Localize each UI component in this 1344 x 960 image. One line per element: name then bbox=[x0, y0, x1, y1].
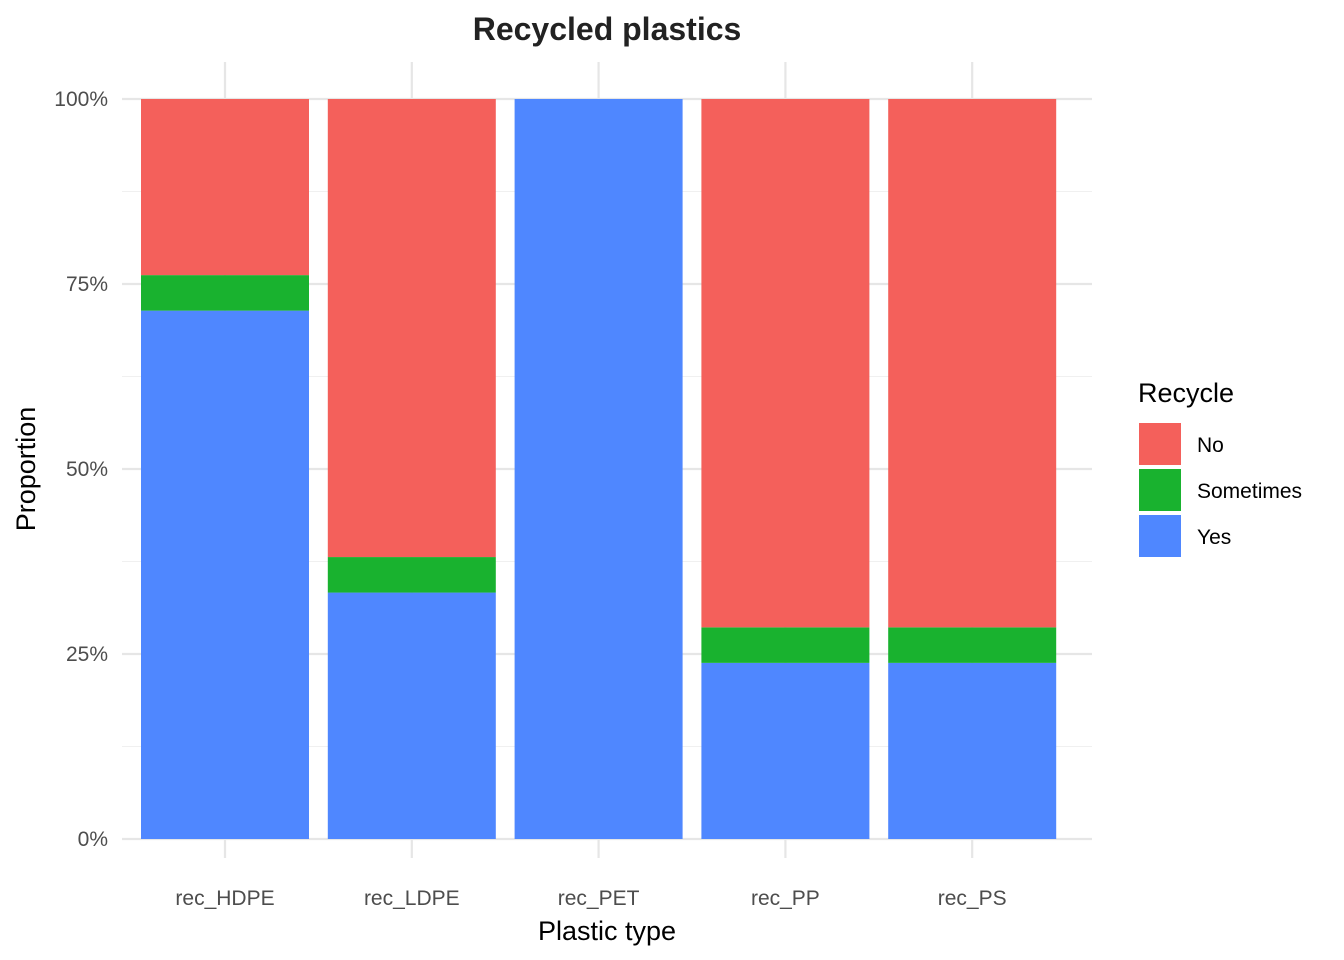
bar-rec_PS-no bbox=[888, 99, 1057, 628]
y-axis-ticks: 0% 25% 50% 75% 100% bbox=[54, 88, 108, 851]
legend-label-sometimes: Sometimes bbox=[1197, 480, 1302, 503]
x-tick-label: rec_PET bbox=[558, 887, 640, 910]
bar-rec_PP-no bbox=[701, 99, 870, 628]
chart-title: Recycled plastics bbox=[473, 11, 742, 47]
x-tick-label: rec_HDPE bbox=[175, 887, 274, 910]
bar-rec_PS-sometimes bbox=[888, 627, 1057, 663]
x-axis-title: Plastic type bbox=[538, 916, 676, 946]
y-tick-label: 75% bbox=[66, 273, 108, 296]
bar-rec_HDPE-yes bbox=[141, 310, 309, 839]
bar-rec_PP-yes bbox=[701, 662, 870, 839]
bar-rec_HDPE-sometimes bbox=[141, 275, 309, 311]
x-tick-label: rec_PP bbox=[751, 887, 820, 910]
bar-rec_LDPE-yes bbox=[327, 592, 496, 839]
legend: Recycle No Sometimes Yes bbox=[1138, 378, 1302, 557]
legend-key-yes bbox=[1139, 515, 1181, 557]
legend-key-sometimes bbox=[1139, 469, 1181, 511]
bar-rec_HDPE-no bbox=[141, 99, 309, 276]
bar-rec_LDPE-no bbox=[327, 99, 496, 558]
legend-title: Recycle bbox=[1138, 378, 1234, 408]
y-tick-label: 50% bbox=[66, 458, 108, 481]
x-axis-ticks: rec_HDPE rec_LDPE rec_PET rec_PP rec_PS bbox=[175, 887, 1006, 910]
y-tick-label: 25% bbox=[66, 643, 108, 666]
bar-rec_PET-yes bbox=[514, 99, 683, 839]
x-tick-label: rec_LDPE bbox=[364, 887, 460, 910]
y-axis-title: Proportion bbox=[11, 407, 41, 532]
legend-key-no bbox=[1139, 423, 1181, 465]
legend-label-no: No bbox=[1197, 434, 1224, 457]
bar-rec_PP-sometimes bbox=[701, 627, 870, 663]
legend-label-yes: Yes bbox=[1197, 526, 1231, 549]
bar-rec_LDPE-sometimes bbox=[327, 557, 496, 593]
y-tick-label: 100% bbox=[54, 88, 108, 111]
bar-rec_PS-yes bbox=[888, 662, 1057, 839]
x-tick-label: rec_PS bbox=[938, 887, 1007, 910]
y-tick-label: 0% bbox=[78, 828, 108, 851]
bars bbox=[141, 99, 1057, 839]
